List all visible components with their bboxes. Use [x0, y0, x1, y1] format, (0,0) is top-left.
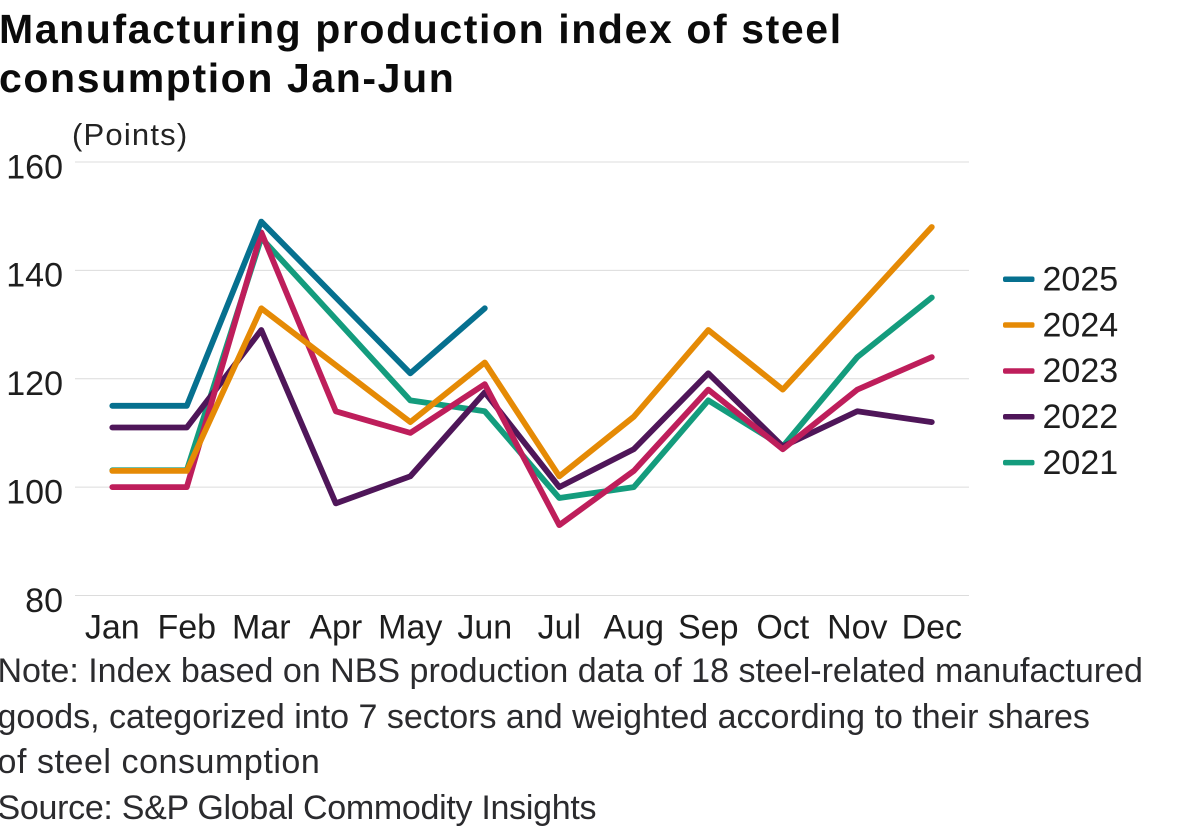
svg-text:Jan: Jan	[85, 609, 140, 647]
svg-text:2021: 2021	[1043, 444, 1119, 482]
svg-text:120: 120	[6, 365, 63, 403]
svg-text:Aug: Aug	[604, 609, 665, 647]
svg-text:2022: 2022	[1043, 398, 1119, 436]
svg-text:Oct: Oct	[756, 609, 809, 647]
svg-text:May: May	[378, 609, 442, 647]
svg-text:160: 160	[6, 148, 63, 186]
svg-text:Dec: Dec	[902, 609, 962, 647]
svg-text:2025: 2025	[1043, 261, 1119, 299]
svg-text:Apr: Apr	[309, 609, 362, 647]
svg-text:Mar: Mar	[232, 609, 291, 647]
svg-text:140: 140	[6, 257, 63, 295]
svg-text:Jul: Jul	[538, 609, 581, 647]
svg-text:Sep: Sep	[678, 609, 739, 647]
svg-text:2023: 2023	[1043, 352, 1119, 390]
svg-text:2024: 2024	[1043, 306, 1119, 344]
svg-text:Feb: Feb	[158, 609, 217, 647]
svg-text:80: 80	[25, 582, 63, 620]
svg-text:Nov: Nov	[827, 609, 887, 647]
svg-text:Jun: Jun	[457, 609, 512, 647]
svg-text:100: 100	[6, 473, 63, 511]
